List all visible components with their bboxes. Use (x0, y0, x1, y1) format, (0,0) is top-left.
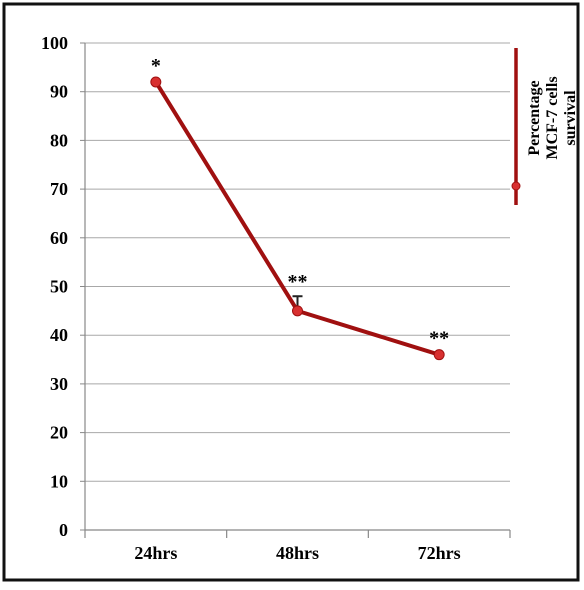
x-tick-label: 48hrs (276, 543, 319, 563)
y-tick-label: 40 (50, 325, 68, 345)
y-tick-label: 80 (50, 130, 68, 150)
y-tick-label: 10 (50, 471, 68, 491)
x-tick-label: 24hrs (134, 543, 177, 563)
axes (80, 42, 511, 538)
significance-label: ** (288, 271, 308, 293)
legend-point-marker (511, 181, 521, 191)
y-tick-label: 30 (50, 374, 68, 394)
legend: Percentage MCF-7 cells survival (511, 48, 579, 205)
data-point (292, 305, 303, 317)
y-axis-ticks: 0 10 20 30 40 50 60 70 80 90 100 (41, 33, 68, 540)
y-tick-label: 60 (50, 228, 68, 248)
data-point (433, 349, 445, 361)
y-tick-label: 50 (50, 277, 68, 297)
series-survival: ***** (150, 55, 449, 361)
legend-label-line-3: survival (562, 90, 579, 146)
significance-label: ** (429, 328, 449, 350)
y-tick-label: 90 (50, 82, 68, 102)
chart-border (2, 2, 580, 582)
x-axis-ticks: 24hrs 48hrs 72hrs (134, 543, 460, 563)
data-point (150, 76, 162, 88)
gridlines (85, 42, 510, 482)
legend-label-line-2: MCF-7 cells (544, 76, 561, 159)
y-tick-label: 20 (50, 423, 68, 443)
y-tick-label: 0 (59, 520, 68, 540)
x-tick-label: 72hrs (418, 543, 461, 563)
significance-label: * (151, 55, 161, 77)
y-tick-label: 70 (50, 179, 68, 199)
y-tick-label: 100 (41, 33, 68, 53)
legend-label-line-1: Percentage (526, 80, 543, 155)
